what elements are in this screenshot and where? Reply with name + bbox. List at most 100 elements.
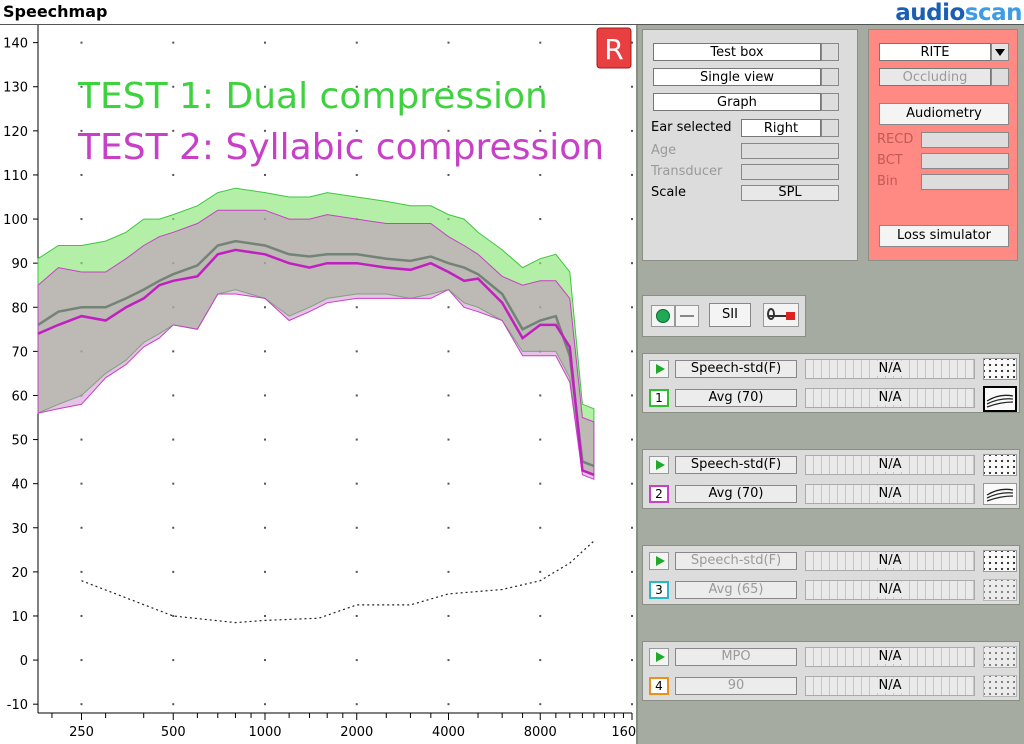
level-select[interactable]: Avg (65) [675,581,797,599]
grid-dot [263,703,266,706]
stimulus-select[interactable]: MPO [675,648,797,666]
dots-icon[interactable] [983,646,1017,668]
loss-simulator-button[interactable]: Loss simulator [879,225,1009,247]
dots-icon[interactable] [983,579,1017,601]
grid-dot [631,703,633,706]
stimulus-select[interactable]: Speech-std(F) [675,360,797,378]
grid-dot [539,218,542,221]
grid-dot [539,659,542,662]
grid-dot [355,438,358,441]
grid-dot [447,394,450,397]
dots-icon[interactable] [983,675,1017,697]
bct-field[interactable] [921,153,1009,169]
list-icon[interactable] [651,305,675,327]
grid-dot [80,703,83,706]
legend-test1: TEST 1: Dual compression [77,76,548,117]
speech-average-line-1 [37,239,595,468]
age-field[interactable] [741,143,839,159]
dots-icon[interactable] [983,454,1017,476]
grid-dot [80,526,83,529]
instrument-dropdown[interactable] [991,43,1009,61]
y-tick-label: 130 [3,81,28,96]
dots-icon[interactable] [983,358,1017,380]
level-select[interactable]: 90 [675,677,797,695]
single-view-select[interactable]: Single view [653,68,821,86]
stimulus-result: N/A [805,551,975,571]
probe-icon[interactable] [763,303,799,327]
grid-dot [631,570,633,573]
coupling-dropdown[interactable] [991,68,1009,86]
grid-dot [355,173,358,176]
test-number-badge[interactable]: 2 [649,485,669,503]
graph-dropdown[interactable] [821,93,839,111]
grid-dot [80,129,83,132]
age-label: Age [651,143,677,158]
curve-icon[interactable] [983,483,1017,505]
grid-dot [447,350,450,353]
x-tick-label: 500 [161,725,186,740]
scale-field[interactable]: SPL [741,185,839,201]
grid-dot [80,614,83,617]
grid-dot [355,526,358,529]
grid-dot [355,570,358,573]
test-number-badge[interactable]: 4 [649,677,669,695]
scale-label: Scale [651,185,686,200]
play-icon[interactable] [649,552,669,570]
play-icon[interactable] [649,456,669,474]
recd-field[interactable] [921,132,1009,148]
ear-selected-select[interactable]: Right [741,119,821,137]
level-result: N/A [805,484,975,504]
grid-dot [447,570,450,573]
graph-select[interactable]: Graph [653,93,821,111]
ear-badge[interactable]: R [596,27,632,69]
speechmap-graph[interactable]: 1401301201101009080706050403020100-10250… [0,25,636,744]
stimulus-select[interactable]: Speech-std(F) [675,456,797,474]
coupling-select[interactable]: Occluding [879,68,991,86]
play-icon[interactable] [649,648,669,666]
grid-dot [539,614,542,617]
y-tick-label: 70 [11,345,28,360]
test-box-dropdown[interactable] [821,43,839,61]
grid-dot [631,173,633,176]
test-number-badge[interactable]: 3 [649,581,669,599]
grid-dot [172,41,175,44]
test-box-select[interactable]: Test box [653,43,821,61]
test-panel-1: Speech-std(F) N/A 1 Avg (70) N/A [642,353,1020,413]
audiometry-button[interactable]: Audiometry [879,103,1009,125]
test-panel-2: Speech-std(F) N/A 2 Avg (70) N/A [642,449,1020,509]
graph-pane: 140 130 120 110 100 90 80 70 60 50 40 30 20 10 0 -10 250… [0,25,636,744]
y-tick-label: 110 [3,169,28,184]
grid-dot [631,659,633,662]
stimulus-select[interactable]: Speech-std(F) [675,552,797,570]
grid-dot [172,438,175,441]
grid-dot [447,659,450,662]
control-pane: Test box Single view Graph Ear selected … [636,25,1024,744]
single-view-dropdown[interactable] [821,68,839,86]
minimize-button[interactable] [675,305,699,327]
sii-button[interactable]: SII [709,303,751,327]
instrument-select[interactable]: RITE [879,43,991,61]
grid-dot [263,41,266,44]
transducer-field[interactable] [741,164,839,180]
y-tick-label: 60 [11,389,28,404]
grid-dot [172,659,175,662]
test-number-badge[interactable]: 1 [649,389,669,407]
level-select[interactable]: Avg (70) [675,485,797,503]
grid-dot [80,218,83,221]
level-select[interactable]: Avg (70) [675,389,797,407]
dots-icon[interactable] [983,550,1017,572]
grid-dot [447,526,450,529]
grid-dot [631,526,633,529]
grid-dot [539,129,542,132]
grid-dot [263,85,266,88]
speech-band-2 [37,209,595,481]
ear-badge-bg [596,27,632,69]
y-tick-label: 20 [11,566,28,581]
measurement-toolbar: SII [642,295,806,337]
grid-dot [80,482,83,485]
x-tick-label: 4000 [432,725,465,740]
ear-selected-dropdown[interactable] [821,119,839,137]
curve-icon[interactable] [983,386,1017,412]
play-icon[interactable] [649,360,669,378]
bin-field[interactable] [921,174,1009,190]
